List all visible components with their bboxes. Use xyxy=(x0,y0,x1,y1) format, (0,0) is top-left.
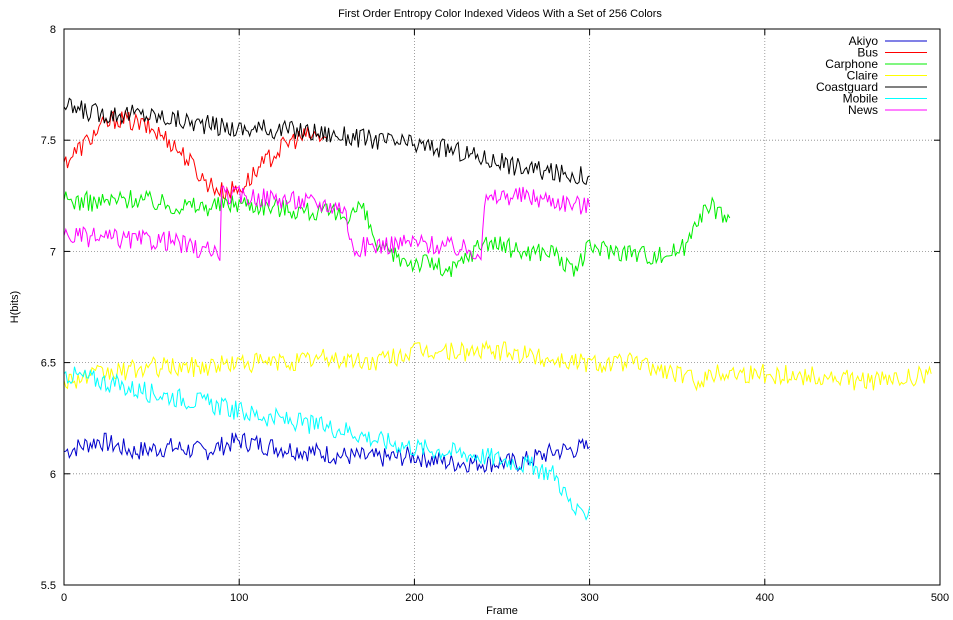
legend-label: Carphone xyxy=(825,57,878,71)
legend-label: Bus xyxy=(857,46,878,60)
x-tick-label: 300 xyxy=(580,592,598,604)
series-line-mobile xyxy=(63,366,591,521)
plot-frame xyxy=(63,28,941,586)
grid-lines xyxy=(64,29,940,585)
legend-label: News xyxy=(848,103,878,117)
y-tick-label: 8 xyxy=(50,24,56,36)
series-line-carphone xyxy=(63,189,731,277)
x-tick-label: 400 xyxy=(756,592,774,604)
series-line-akiyo xyxy=(63,432,590,474)
x-tick-label: 200 xyxy=(405,592,423,604)
series-line-claire xyxy=(63,339,932,392)
y-axis-label: H(bits) xyxy=(9,291,21,323)
x-axis-label: Frame xyxy=(486,605,518,617)
x-tick-label: 0 xyxy=(61,592,67,604)
y-tick-label: 7.5 xyxy=(41,135,56,147)
y-tick-label: 6 xyxy=(50,469,56,481)
legend-label: Coastguard xyxy=(816,80,878,94)
series-line-bus xyxy=(63,110,327,201)
y-tick-label: 7 xyxy=(50,246,56,258)
x-tick-label: 100 xyxy=(230,592,248,604)
series-line-coastguard xyxy=(63,97,590,185)
y-tick-label: 6.5 xyxy=(41,358,56,370)
x-tick-label: 500 xyxy=(931,592,949,604)
legend: AkiyoBusCarphoneClaireCoastguardMobileNe… xyxy=(816,34,927,117)
legend-label: Mobile xyxy=(843,92,879,106)
legend-label: Akiyo xyxy=(849,34,879,48)
chart-title: First Order Entropy Color Indexed Videos… xyxy=(338,8,662,20)
legend-label: Claire xyxy=(847,69,879,83)
series-line-news xyxy=(63,185,591,262)
y-tick-label: 5.5 xyxy=(41,580,56,592)
